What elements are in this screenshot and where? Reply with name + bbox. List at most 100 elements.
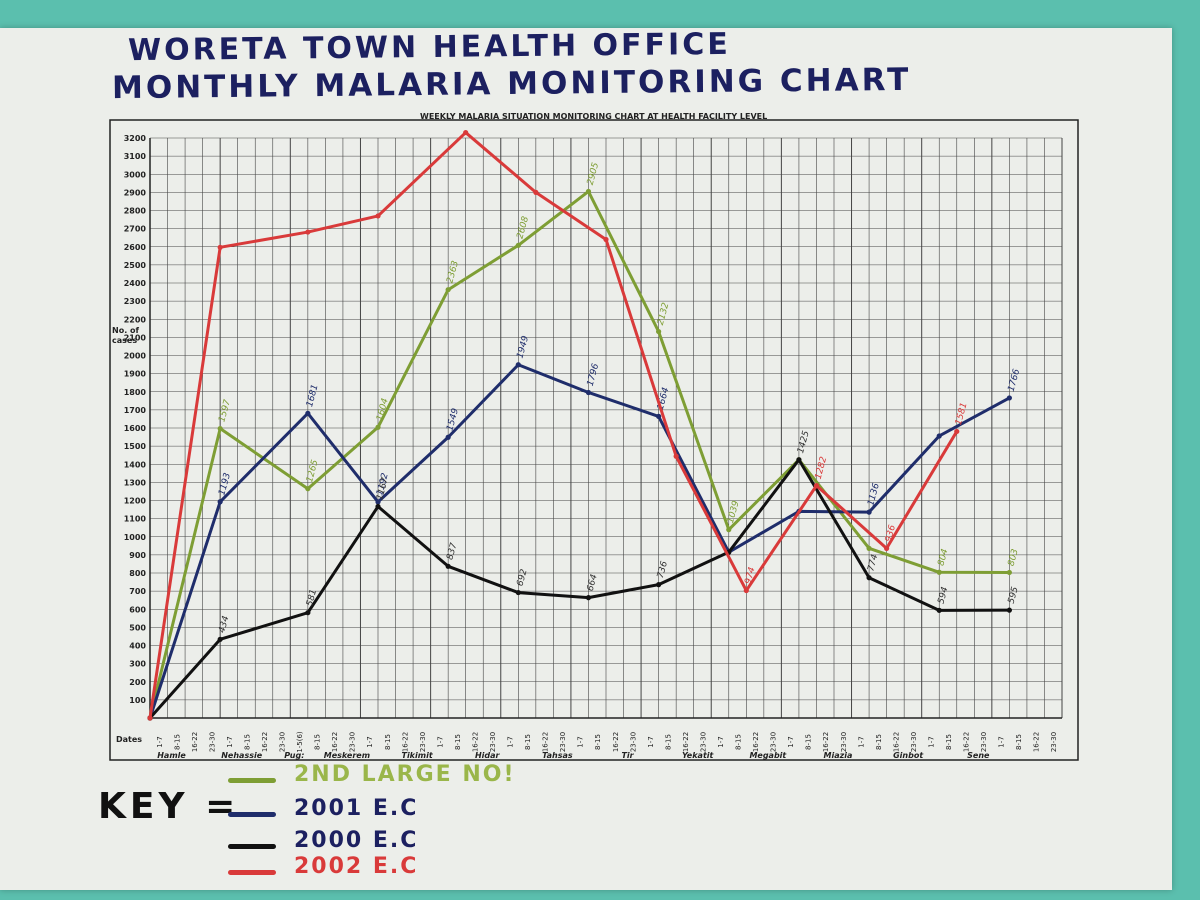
x-tick-label: 1-7 <box>366 736 374 747</box>
y-tick-label: 700 <box>129 587 146 596</box>
series-line <box>148 131 959 720</box>
series-point <box>585 595 592 601</box>
series-point <box>813 483 820 489</box>
series-point <box>305 410 311 416</box>
data-label: 1766 <box>1007 368 1023 393</box>
month-label: Meskerem <box>324 751 370 760</box>
data-label: 974 <box>744 566 758 585</box>
y-tick-label: 2900 <box>124 188 147 197</box>
data-label: 595 <box>1007 585 1021 604</box>
y-tick-label: 1600 <box>124 424 147 433</box>
month-label: Pug: <box>284 751 304 760</box>
x-tick-label: 1-7 <box>507 736 515 747</box>
data-label: 1425 <box>796 430 812 455</box>
month-label: Tir <box>621 751 634 760</box>
x-tick-label: 8-15 <box>945 734 953 750</box>
x-tick-label: 1-5(6) <box>296 731 304 753</box>
x-tick-label: 1-7 <box>927 736 935 747</box>
x-tick-label: 16-22 <box>752 732 760 752</box>
x-tick-label: 16-22 <box>542 732 550 752</box>
key-title: KEY = <box>98 786 240 827</box>
y-tick-label: 2600 <box>124 243 147 252</box>
y-tick-label: 1800 <box>124 388 147 397</box>
series-line <box>148 189 1011 720</box>
series-point <box>445 434 451 440</box>
x-tick-label: 16-22 <box>963 732 971 752</box>
x-tick-label: 8-15 <box>524 734 532 750</box>
x-tick-label: 23-30 <box>559 732 567 752</box>
series-point <box>656 413 662 419</box>
data-label: 594 <box>936 586 950 605</box>
series-point <box>936 433 942 439</box>
series-point <box>1006 569 1012 576</box>
series-point <box>217 499 223 505</box>
series-point <box>936 569 942 575</box>
series-point <box>375 503 381 510</box>
y-tick-label: 1200 <box>124 497 147 506</box>
series-point <box>147 715 153 721</box>
month-label: Tikimit <box>401 751 433 760</box>
x-tick-label: 16-22 <box>612 732 620 752</box>
series-point <box>1006 395 1012 401</box>
series-point <box>533 189 539 195</box>
legend-label: 2ND LARGE NO! <box>294 762 516 787</box>
x-tick-label: 16-22 <box>331 732 339 752</box>
data-label: 1136 <box>866 482 882 507</box>
month-label: Yekatit <box>682 751 714 760</box>
series-point <box>585 389 592 396</box>
poster-board <box>0 28 1172 890</box>
x-axis-label: Dates <box>116 735 142 744</box>
series-point <box>726 527 732 533</box>
data-label: 837 <box>445 542 459 561</box>
x-tick-label: 8-15 <box>454 734 462 750</box>
series-point <box>217 244 223 250</box>
series-point <box>1006 607 1012 613</box>
data-label: 2132 <box>656 301 672 326</box>
y-tick-label: 3000 <box>124 170 147 179</box>
series-point <box>656 582 662 588</box>
series-point <box>866 509 872 515</box>
series-point <box>796 457 802 463</box>
x-tick-label: 8-15 <box>735 734 743 750</box>
y-tick-label: 1000 <box>124 533 147 542</box>
data-label: 692 <box>516 568 530 587</box>
legend-swatch <box>228 812 276 817</box>
x-tick-label: 16-22 <box>682 732 690 752</box>
series-point <box>866 545 872 551</box>
y-tick-label: 500 <box>129 623 146 632</box>
data-label: 1581 <box>954 402 970 427</box>
x-tick-label: 8-15 <box>805 734 813 750</box>
y-tick-label: 1700 <box>124 406 147 415</box>
x-tick-label: 1-7 <box>787 736 795 747</box>
data-label: 774 <box>866 553 880 572</box>
x-tick-label: 1-7 <box>857 736 865 747</box>
chart-frame <box>109 119 1079 761</box>
series-point <box>305 229 311 235</box>
x-tick-label: 8-15 <box>875 734 883 750</box>
y-tick-label: 2800 <box>124 207 147 216</box>
series-point <box>375 499 381 505</box>
x-tick-label: 23-30 <box>699 732 707 752</box>
data-label: 1796 <box>586 362 602 387</box>
series-point <box>954 428 960 435</box>
series-point <box>217 636 223 642</box>
y-tick-label: 1100 <box>124 515 147 524</box>
series-point <box>884 545 890 551</box>
y-tick-label: 600 <box>129 605 146 614</box>
x-tick-label: 1-7 <box>156 736 164 747</box>
month-label: Ginbot <box>893 751 924 760</box>
legend-swatch <box>228 844 276 849</box>
data-label: 804 <box>936 548 950 567</box>
y-tick-label: 2500 <box>124 261 147 270</box>
series-point <box>515 589 521 596</box>
x-tick-label: 23-30 <box>770 732 778 752</box>
data-label: 2905 <box>586 161 602 186</box>
month-label: Nehassie <box>221 751 262 760</box>
x-tick-label: 16-22 <box>471 732 479 752</box>
month-label: Miazia <box>824 751 853 760</box>
data-label: 434 <box>217 615 231 634</box>
y-tick-label: 2400 <box>124 279 147 288</box>
y-tick-label: 1400 <box>124 460 147 469</box>
x-tick-label: 8-15 <box>594 734 602 750</box>
